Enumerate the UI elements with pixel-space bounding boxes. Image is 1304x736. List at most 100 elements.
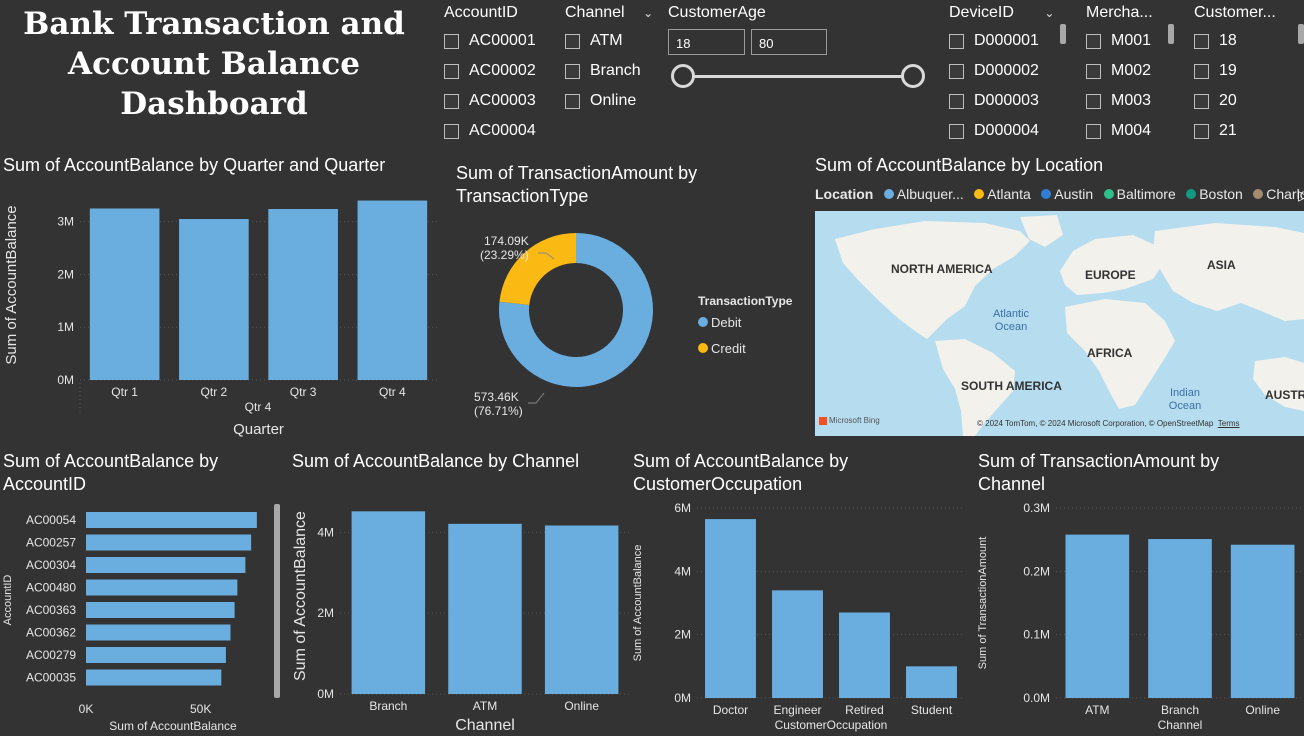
age-slider-track[interactable] <box>684 75 914 78</box>
bar[interactable] <box>179 219 249 380</box>
x-tick-label: Student <box>911 703 953 717</box>
legend-item[interactable]: Charlotte <box>1253 186 1304 202</box>
accountid-scrollbar[interactable] <box>274 504 280 698</box>
y-axis-label: Sum of TransactionAmount <box>977 537 989 670</box>
bar[interactable] <box>839 612 890 699</box>
y-axis-label: Sum of AccountBalance <box>632 545 644 662</box>
checkbox[interactable] <box>1086 33 1101 49</box>
deviceid-option[interactable]: D000003 <box>949 86 1069 116</box>
chevron-down-icon[interactable]: ⌄ <box>643 6 654 20</box>
bar[interactable] <box>544 525 619 694</box>
checkbox[interactable] <box>444 33 459 49</box>
checkbox[interactable] <box>949 63 964 79</box>
channel-option[interactable]: Branch <box>565 56 660 86</box>
customer-option[interactable]: 19 <box>1194 56 1294 86</box>
terms-link[interactable]: Terms <box>1217 419 1240 428</box>
y-tick-label: 0M <box>317 687 334 701</box>
legend-label: Debit <box>711 315 742 330</box>
merchant-option[interactable]: M002 <box>1086 56 1166 86</box>
x-tick-label: Engineer <box>773 703 821 717</box>
y-tick-label: AC00480 <box>26 581 76 595</box>
checkbox[interactable] <box>1086 63 1101 79</box>
legend-item[interactable]: Boston <box>1186 186 1243 202</box>
deviceid-option[interactable]: D000002 <box>949 56 1069 86</box>
map-label-atlantic: Atlantic Ocean <box>993 308 1030 333</box>
checkbox[interactable] <box>1086 123 1101 139</box>
bar[interactable] <box>906 666 957 698</box>
legend-item[interactable]: Albuquer... <box>883 186 964 202</box>
bar[interactable] <box>772 590 823 698</box>
customer-option[interactable]: 18 <box>1194 26 1294 56</box>
bar[interactable] <box>86 647 226 663</box>
deviceid-scrollbar[interactable] <box>1060 24 1066 44</box>
age-slider-max-handle[interactable] <box>901 64 925 88</box>
legend-next-arrow-icon[interactable]: ▷ <box>1298 187 1304 203</box>
merchant-option[interactable]: M003 <box>1086 86 1166 116</box>
deviceid-option[interactable]: D000004 <box>949 116 1069 146</box>
bar[interactable] <box>268 209 338 380</box>
bar[interactable] <box>86 602 235 618</box>
accountid-option[interactable]: AC00001 <box>444 26 554 56</box>
chevron-down-icon[interactable]: ⌄ <box>1044 6 1055 20</box>
y-tick-label: 4M <box>674 564 691 578</box>
checkbox[interactable] <box>1194 93 1209 109</box>
checkbox[interactable] <box>444 63 459 79</box>
donut-slice-debit[interactable] <box>499 233 653 387</box>
legend-dot <box>1186 189 1197 199</box>
age-slider-min-handle[interactable] <box>671 64 695 88</box>
donut-slice-credit[interactable] <box>499 233 576 305</box>
bar[interactable] <box>1065 534 1130 698</box>
bar[interactable] <box>351 511 426 694</box>
age-min-input[interactable]: 18 <box>668 29 745 55</box>
bar[interactable] <box>1230 544 1295 698</box>
checkbox[interactable] <box>949 123 964 139</box>
checkbox[interactable] <box>565 63 580 79</box>
checkbox[interactable] <box>565 33 580 49</box>
checkbox[interactable] <box>1194 33 1209 49</box>
bar[interactable] <box>705 519 756 698</box>
legend-item[interactable]: Baltimore <box>1103 186 1176 202</box>
label-leader-line <box>528 392 545 404</box>
checkbox[interactable] <box>565 93 580 109</box>
checkbox[interactable] <box>1194 123 1209 139</box>
bar[interactable] <box>86 512 257 528</box>
checkbox[interactable] <box>1194 63 1209 79</box>
occupation-chart: 0M 2M 4M 6M Doctor Engineer Retired Student Cust… <box>632 501 965 732</box>
customer-option[interactable]: 20 <box>1194 86 1294 116</box>
legend-item[interactable]: Atlanta <box>974 186 1031 202</box>
bar[interactable] <box>448 523 522 694</box>
bar[interactable] <box>1148 539 1212 698</box>
merchant-option[interactable]: M001 <box>1086 26 1166 56</box>
donut-chart: 573.46K(76.71%) 174.09K(23.29%) Transactio… <box>474 233 793 418</box>
merchant-scrollbar[interactable] <box>1168 24 1174 44</box>
channel-option[interactable]: Online <box>565 86 660 116</box>
deviceid-slicer: DeviceID ⌄ D000001 D000002 D000003 D0000… <box>949 4 1069 146</box>
checkbox[interactable] <box>949 33 964 49</box>
legend-item[interactable]: Austin <box>1041 186 1093 202</box>
bar[interactable] <box>86 557 246 573</box>
customer-scrollbar[interactable] <box>1298 24 1304 44</box>
accountid-option[interactable]: AC00004 <box>444 116 554 146</box>
customer-option[interactable]: 21 <box>1194 116 1294 146</box>
bar[interactable] <box>357 200 428 380</box>
land-australia <box>1253 357 1304 411</box>
bar[interactable] <box>86 579 238 596</box>
checkbox[interactable] <box>949 93 964 109</box>
bar[interactable] <box>86 624 231 641</box>
checkbox[interactable] <box>444 93 459 109</box>
channel-option[interactable]: ATM <box>565 26 660 56</box>
accountid-option[interactable]: AC00003 <box>444 86 554 116</box>
bar[interactable] <box>86 669 222 686</box>
deviceid-option[interactable]: D000001 <box>949 26 1069 56</box>
x-tick-label: Doctor <box>713 703 748 717</box>
x-tick-label: Qtr 2 <box>201 385 228 399</box>
world-map[interactable]: NORTH AMERICA EUROPE ASIA Atlantic Ocean … <box>815 211 1304 436</box>
quarter-chart: 0M 1M 2M 3M Qtr 1 Qtr 2 Qtr 3 Qtr 4 Quarter Sum o… <box>3 200 437 438</box>
merchant-option[interactable]: M004 <box>1086 116 1166 146</box>
bar[interactable] <box>86 534 252 551</box>
accountid-option[interactable]: AC00002 <box>444 56 554 86</box>
checkbox[interactable] <box>444 123 459 139</box>
checkbox[interactable] <box>1086 93 1101 109</box>
age-max-input[interactable]: 80 <box>751 29 827 55</box>
bar[interactable] <box>89 208 160 380</box>
